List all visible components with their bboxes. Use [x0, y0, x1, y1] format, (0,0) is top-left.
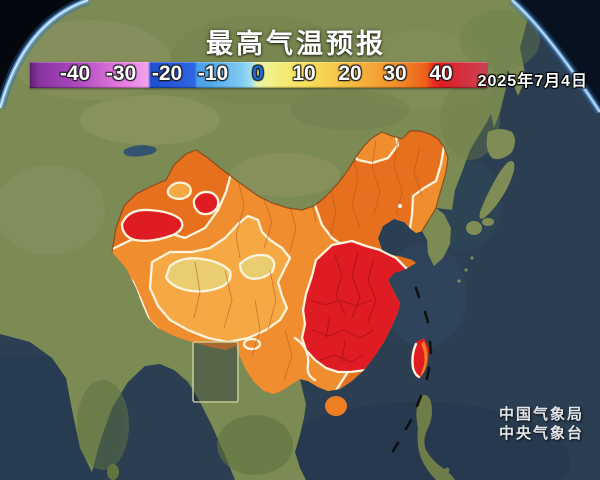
kyushu-island — [466, 221, 482, 235]
contour-ring-south — [242, 337, 262, 351]
scale-tick-label: 40 — [429, 62, 453, 86]
xinjiang-amber-spot — [166, 181, 192, 201]
forecast-date: 2025年7月4日 — [477, 73, 588, 90]
lake-balkhash — [123, 145, 157, 157]
scale-tick-label: 10 — [292, 62, 316, 86]
globe-edge-top-left — [0, 0, 90, 110]
province-borders-red-zone — [309, 251, 377, 363]
taiwan-island — [411, 338, 429, 379]
province-borders — [193, 139, 423, 389]
scale-tick-label: -20 — [151, 62, 183, 86]
temp-band-yellow-east — [238, 253, 276, 280]
scale-tick-label: 30 — [383, 62, 407, 86]
agency-credits: 中国气象局 中央气象台 — [499, 405, 584, 443]
page-title: 最高气温预报 — [206, 29, 386, 59]
scale-tick-label: -40 — [59, 62, 91, 86]
inset-box — [192, 341, 239, 403]
scale-tick-label: -10 — [197, 62, 229, 86]
nine-dash-line — [391, 286, 433, 453]
beijing-dot — [398, 204, 402, 208]
agency-line-1: 中国气象局 — [498, 406, 584, 423]
xinjiang-red-east — [192, 190, 220, 216]
contour-fragment-yunnan — [293, 336, 317, 382]
xinjiang-red-west — [120, 208, 184, 242]
sri-lanka-island — [107, 464, 119, 480]
philippines-island — [416, 394, 455, 480]
islands — [107, 38, 515, 480]
honshu-island — [479, 161, 515, 219]
scale-tick-label: 0 — [252, 62, 264, 86]
hainan-island — [325, 396, 347, 416]
temp-band-yellow-west — [164, 257, 232, 293]
globe-edge-top-right — [508, 0, 600, 115]
temperature-scale-bar: -40 -30 -20 -10 0 10 20 30 40 — [30, 62, 487, 88]
shikoku-island — [482, 218, 494, 226]
scale-tick-label: -30 — [105, 62, 137, 86]
sakhalin-island — [490, 38, 508, 128]
hokkaido-island — [486, 129, 515, 160]
china-national-border — [111, 130, 449, 253]
scale-tick-label: 20 — [338, 62, 362, 86]
agency-line-2: 中央气象台 — [498, 425, 584, 442]
